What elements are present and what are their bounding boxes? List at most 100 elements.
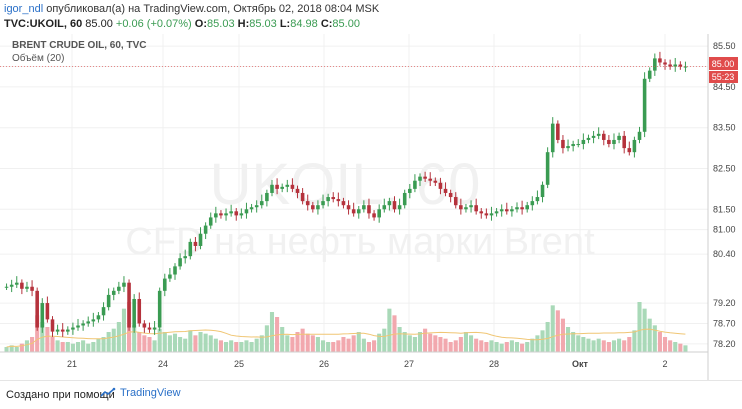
volume-bar: [326, 342, 331, 352]
candle-body: [413, 180, 417, 189]
price-chart[interactable]: UKOIL, 60 CFD на нефть марки Brent 85.50…: [0, 34, 742, 380]
volume-bar: [566, 327, 571, 352]
candle-body: [249, 207, 254, 210]
volume-bar: [647, 318, 652, 352]
tradingview-brand: TradingView: [120, 387, 181, 399]
price-badge-text: 85.00: [712, 59, 735, 69]
candle-body: [25, 286, 29, 289]
tradingview-link[interactable]: TradingView: [100, 387, 181, 399]
candle-body: [173, 266, 177, 275]
volume-bar: [75, 342, 81, 352]
candle-body: [402, 192, 407, 206]
volume-bar: [560, 318, 565, 352]
volume-bar: [642, 308, 647, 352]
candle-body: [234, 211, 239, 216]
chart-area[interactable]: UKOIL, 60 CFD на нефть марки Brent 85.50…: [0, 34, 742, 380]
candle-body: [305, 201, 310, 206]
candle-body: [683, 66, 688, 68]
candle-body: [193, 241, 198, 246]
volume-bar: [576, 335, 581, 352]
volume-bar: [320, 340, 326, 352]
volume-bar: [244, 340, 249, 352]
author-link[interactable]: igor_ndl: [4, 3, 44, 15]
candle-body: [505, 209, 509, 212]
volume-bar: [198, 332, 203, 352]
candle-body: [576, 144, 581, 146]
volume-bar: [407, 335, 412, 352]
volume-bar: [86, 343, 91, 352]
candle-body: [321, 201, 325, 206]
candle-body: [157, 290, 162, 328]
candle-body: [469, 205, 473, 208]
volume-bar: [137, 332, 142, 352]
last-price: 85.00: [85, 18, 113, 30]
volume-bar: [586, 338, 591, 352]
candle-body: [540, 184, 545, 198]
candle-body: [311, 205, 315, 210]
volume-bar: [453, 340, 458, 352]
candle-body: [168, 274, 172, 279]
volume-bar: [14, 347, 19, 352]
candle-body: [647, 70, 652, 79]
volume-bar: [366, 342, 372, 352]
volume-bar: [35, 315, 40, 352]
volume-bar: [622, 340, 627, 352]
volume-bar: [637, 302, 642, 352]
volume-bar: [208, 335, 213, 352]
volume-bar: [310, 335, 315, 352]
candle-body: [433, 180, 438, 183]
candle-body: [571, 144, 575, 147]
volume-bar: [683, 345, 688, 352]
candle-body: [535, 197, 540, 202]
x-tick-label: 24: [158, 359, 168, 369]
candle-body: [285, 184, 290, 187]
volume-bar: [494, 342, 499, 352]
candle-body: [474, 205, 478, 212]
volume-bar: [545, 322, 550, 352]
candle-body: [356, 209, 361, 214]
y-tick-label: 80.40: [713, 249, 736, 259]
volume-bar: [305, 333, 310, 352]
volume-bar: [106, 332, 111, 352]
candle-body: [494, 211, 499, 214]
candle-body: [4, 286, 9, 288]
candle-body: [545, 152, 550, 185]
volume-bar: [188, 330, 193, 352]
candle-body: [346, 205, 351, 210]
candle-body: [453, 197, 458, 206]
volume-bar: [530, 338, 535, 352]
volume-bar: [402, 332, 407, 352]
candle-body: [658, 58, 662, 63]
volume-bar: [341, 337, 346, 352]
y-tick-label: 84.50: [713, 82, 736, 92]
volume-bar: [24, 340, 30, 352]
price-badge: [709, 57, 738, 70]
candle-body: [653, 58, 657, 71]
candle-body: [45, 303, 50, 320]
candle-body: [581, 139, 586, 145]
volume-bar: [489, 340, 494, 352]
volume-bar: [499, 343, 504, 352]
volume-bar: [121, 308, 126, 352]
y-tick-label: 85.50: [713, 41, 736, 51]
candle-body: [214, 213, 218, 218]
volume-bar: [229, 340, 234, 352]
volume-bar: [101, 337, 106, 352]
candle-body: [117, 286, 121, 291]
candle-body: [280, 186, 284, 189]
volume-bar: [50, 337, 55, 352]
volume-bar: [315, 337, 320, 352]
volume-bar: [596, 338, 601, 352]
volume-bar: [377, 333, 382, 352]
candle-body: [101, 307, 106, 316]
volume-bar: [9, 345, 14, 352]
legend-volume[interactable]: Объём (20): [12, 53, 65, 64]
volume-bar: [269, 312, 275, 352]
volume-bar: [356, 332, 361, 352]
candle-body: [341, 201, 346, 206]
volume-bar: [280, 327, 285, 352]
volume-bar: [678, 343, 683, 352]
volume-bar: [617, 338, 622, 352]
candle-body: [86, 321, 91, 324]
y-tick-label: 79.20: [713, 298, 736, 308]
